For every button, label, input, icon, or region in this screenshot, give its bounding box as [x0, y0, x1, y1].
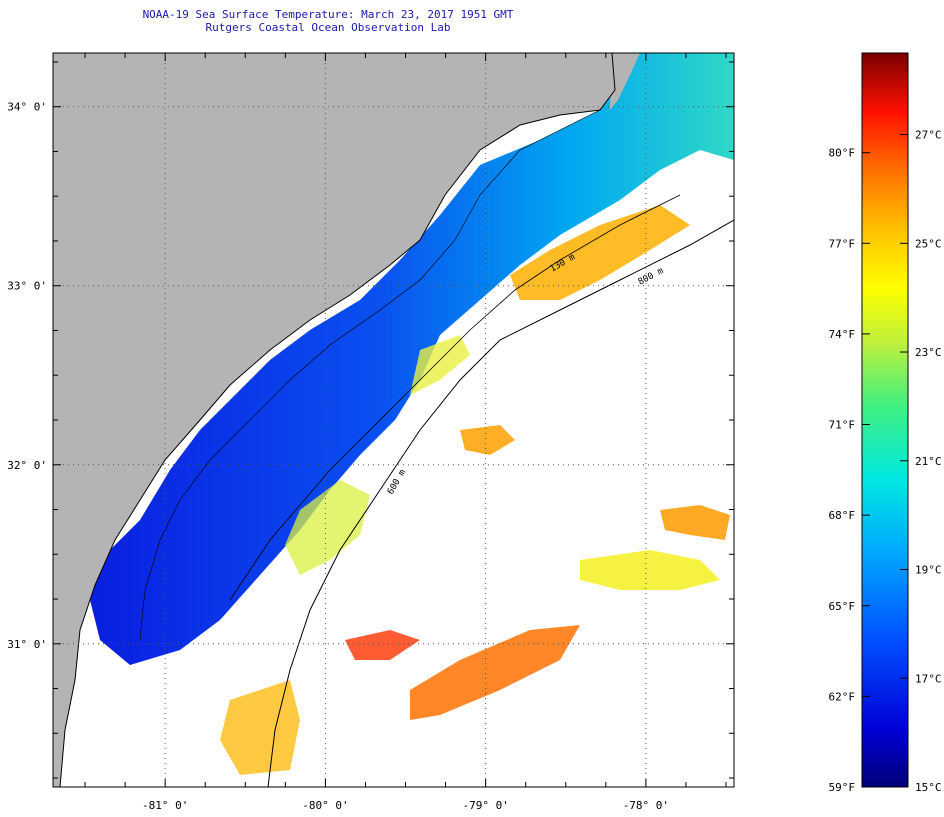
- gulf-stream-patch-2: [580, 550, 720, 590]
- map-title: NOAA-19 Sea Surface Temperature: March 2…: [142, 8, 514, 21]
- gulf-stream-patch-3: [660, 505, 730, 540]
- land-se-corner: [610, 53, 640, 110]
- colorbar-f-label: 74°F: [829, 328, 856, 341]
- gulf-stream-patch-1: [410, 625, 580, 720]
- colorbar-c-label: 25°C: [915, 237, 942, 250]
- lon-label: -81° 0': [142, 799, 188, 812]
- land: [53, 53, 615, 787]
- shelf-water: [90, 53, 734, 665]
- colorbar-c-label: 17°C: [915, 672, 942, 685]
- isobath-shelf: [139, 109, 601, 641]
- colorbar-c-label: 19°C: [915, 564, 942, 577]
- colorbar-c-label: 27°C: [915, 129, 942, 142]
- colorbar-f-label: 68°F: [829, 509, 856, 522]
- colorbar-c-label: 15°C: [915, 781, 942, 794]
- lat-label: 31° 0': [7, 638, 47, 651]
- colorbar-f-label: 80°F: [829, 147, 856, 160]
- south-warm-patch: [220, 680, 300, 775]
- colorbar-f-label: 59°F: [829, 781, 856, 794]
- map-subtitle: Rutgers Coastal Ocean Observation Lab: [205, 21, 451, 34]
- frame-ticks: [53, 53, 734, 787]
- lat-lon-grid: [53, 53, 734, 787]
- isobath-800m: [267, 219, 734, 787]
- gulf-stream-patch-4: [460, 425, 515, 455]
- colorbar: [861, 52, 909, 788]
- colorbar-c-label: 23°C: [915, 346, 942, 359]
- axis-labels: 34° 0' 33° 0' 32° 0' 31° 0' -81° 0' -80° 0' -7…: [7, 101, 669, 812]
- lat-label: 32° 0': [7, 459, 47, 472]
- warm-front-2: [410, 335, 470, 395]
- warm-front: [510, 205, 690, 300]
- colorbar-f-label: 71°F: [829, 419, 856, 432]
- coastline: [59, 53, 616, 787]
- lon-label: -78° 0': [623, 799, 669, 812]
- colorbar-f-label: 77°F: [829, 237, 856, 250]
- colorbar-f-label: 62°F: [829, 690, 856, 703]
- colorbar-c-label: 21°C: [915, 455, 942, 468]
- lat-label: 33° 0': [7, 280, 47, 293]
- warm-eddy: [285, 480, 370, 575]
- gulf-stream-patch-5: [345, 630, 420, 660]
- isobath-130m: [229, 194, 681, 601]
- lon-label: -79° 0': [462, 799, 508, 812]
- colorbar-labels: 80°F 77°F 74°F 71°F 68°F 65°F 62°F 59°F 27°C 25°C…: [829, 129, 942, 794]
- lon-label: -80° 0': [302, 799, 348, 812]
- colorbar-f-label: 65°F: [829, 600, 856, 613]
- lat-label: 34° 0': [7, 101, 47, 114]
